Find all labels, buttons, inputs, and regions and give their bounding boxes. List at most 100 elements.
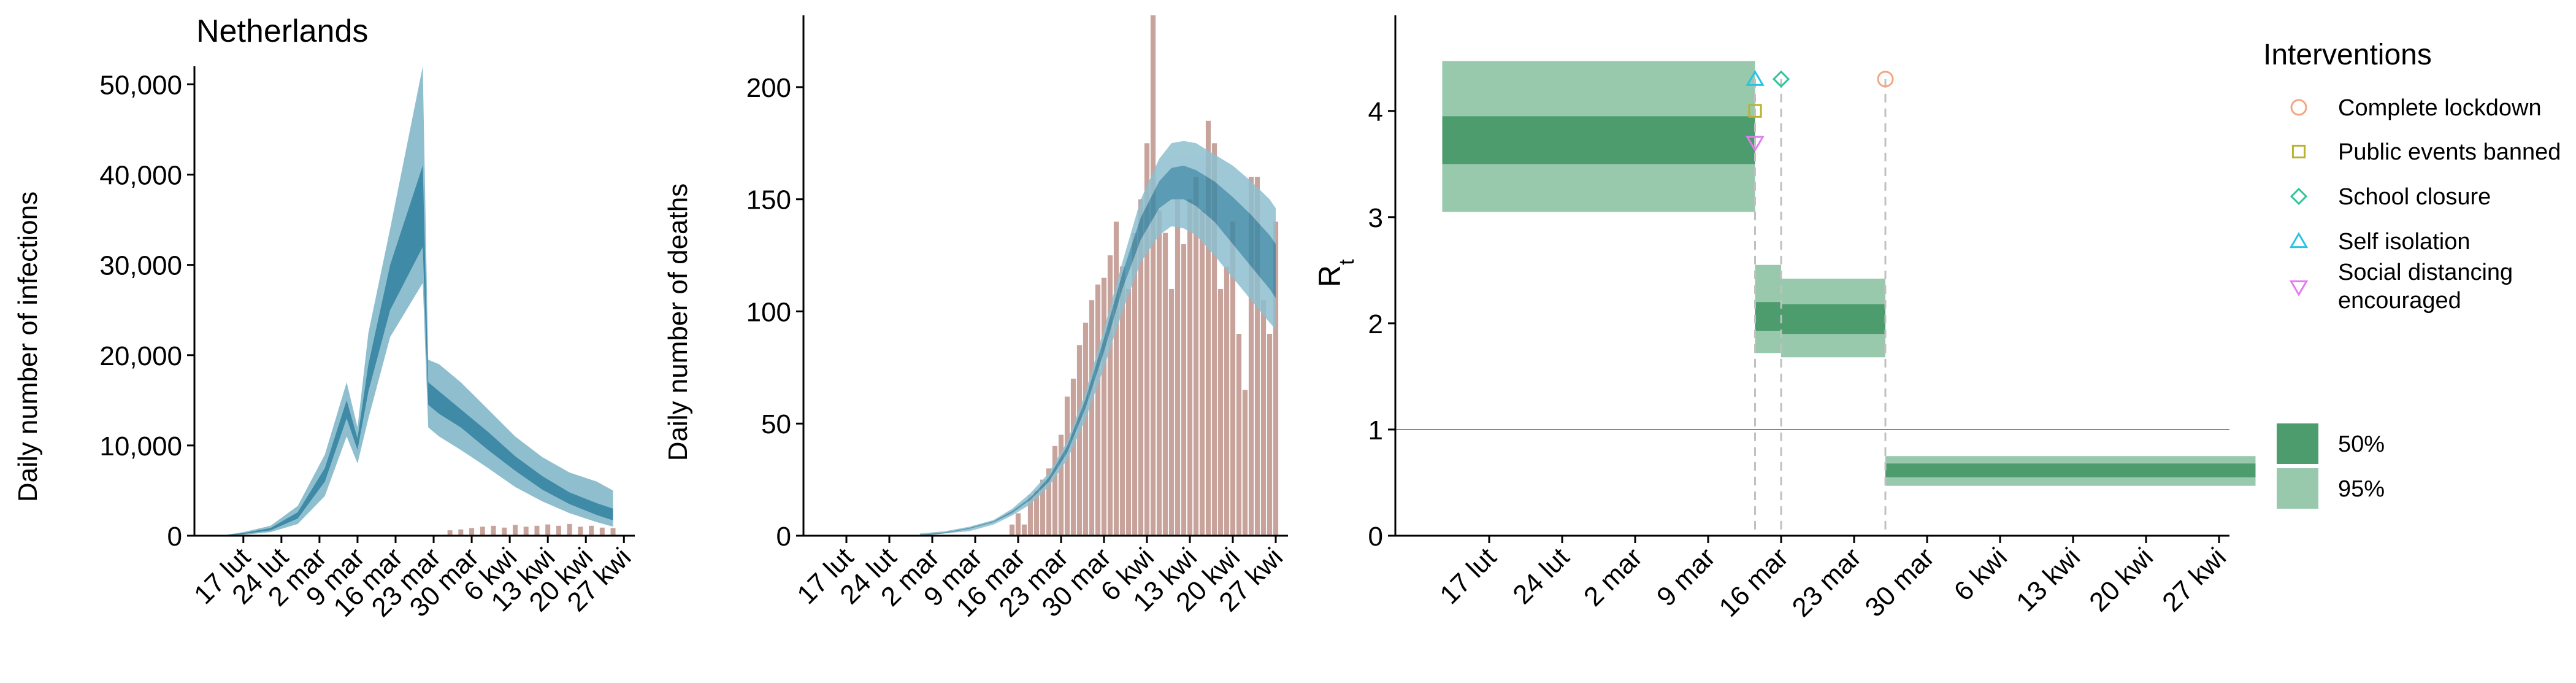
intervention-marker-school (1772, 70, 1790, 88)
y-tick-label: 200 (746, 73, 791, 103)
y-tick-label: 40,000 (99, 161, 182, 191)
y-axis-label: Rt (1313, 259, 1359, 287)
y-tick-label: 30,000 (99, 251, 182, 281)
y-tick-label: 10,000 (99, 431, 182, 461)
observed-bar (1217, 288, 1224, 536)
observed-bar (1230, 222, 1236, 536)
intervention-marker-self (1746, 69, 1765, 86)
legend-marker-social (2289, 280, 2309, 296)
legend-label: School closure (2338, 184, 2491, 210)
legend-marker-public (2291, 144, 2306, 159)
observed-bar (1181, 244, 1187, 536)
legend-swatch (2277, 423, 2318, 464)
y-tick-label: 2 (1368, 309, 1383, 339)
observed-bar (458, 529, 464, 536)
legend-title: Interventions (2263, 39, 2432, 71)
y-axis-label: Daily number of infections (13, 191, 43, 502)
observed-bar (1058, 434, 1064, 536)
observed-bar (447, 530, 453, 536)
legend-label-line2: encouraged (2338, 288, 2461, 314)
y-tick-label: 0 (1368, 522, 1383, 552)
x-tick-label: 13 kwi (2011, 542, 2086, 617)
observed-bar (599, 527, 605, 536)
observed-bar (1267, 334, 1273, 536)
observed-bar (1101, 277, 1107, 536)
rt-50-band (1442, 116, 1755, 164)
observed-bar (1254, 177, 1260, 536)
observed-bar (1224, 266, 1230, 536)
observed-bar (1070, 379, 1076, 536)
observed-bar (1273, 222, 1279, 536)
x-tick-label: 6 kwi (1949, 542, 2014, 607)
ci-50-band (221, 165, 613, 536)
legend: Interventions Complete lockdown Public ev… (2263, 39, 2561, 509)
observed-bar (1144, 143, 1150, 536)
legend-swatch (2277, 468, 2318, 509)
observed-bar (1033, 490, 1040, 536)
intervention-marker-public (1748, 104, 1762, 118)
ci-bands (920, 141, 1276, 536)
y-tick-label: 0 (776, 522, 791, 552)
observed-bar (1107, 255, 1113, 536)
y-tick-label: 100 (746, 297, 791, 327)
observed-bar (1083, 322, 1089, 536)
observed-bar (1187, 199, 1193, 536)
legend-band-label: 95% (2338, 476, 2385, 502)
observed-bar (523, 527, 529, 536)
ci-95-band (221, 66, 613, 536)
ci-95-band (920, 141, 1276, 536)
legend-label: Complete lockdown (2338, 95, 2542, 121)
rt-50-band (1885, 463, 2256, 477)
observed-bar (1021, 524, 1027, 536)
y-axis-label-sub: t (1335, 259, 1359, 265)
observed-bar (1156, 210, 1162, 536)
observed-bar (1040, 479, 1046, 536)
observed-bar (1236, 334, 1242, 536)
x-tick-label: 16 mar (1714, 542, 1794, 622)
panel-title: Netherlands (196, 14, 368, 49)
y-tick-label: 4 (1368, 97, 1383, 127)
legend-marker-school (2290, 187, 2308, 206)
observed-bar (567, 523, 572, 536)
intervention-marker-lockdown (1877, 71, 1894, 88)
legend-band-label: 50% (2338, 431, 2385, 457)
observed-bar (1095, 284, 1101, 536)
observed-bar (1242, 390, 1248, 536)
x-tick-label: 2 mar (1578, 542, 1648, 612)
observed-bar (502, 527, 507, 536)
observed-bar (491, 525, 496, 536)
intervention-marker-social (1746, 136, 1765, 152)
rt-50-band (1781, 304, 1885, 334)
y-tick-label: 150 (746, 185, 791, 215)
observed-bar (545, 524, 551, 536)
observed-bar (1009, 524, 1015, 536)
x-tick-label: 30 mar (1860, 542, 1940, 622)
observed-bar (589, 525, 594, 536)
x-tick-label: 9 mar (1651, 542, 1721, 612)
x-tick-label: 24 lut (1507, 542, 1575, 610)
observed-bar (1064, 396, 1070, 536)
observed-bar (556, 525, 561, 536)
observed-bar (1089, 300, 1095, 536)
observed-bar (1199, 210, 1205, 536)
observed-bar (1175, 199, 1181, 536)
observed-bar (1162, 233, 1168, 536)
observed-bar (1113, 222, 1119, 536)
x-tick-label: 17 lut (1434, 542, 1502, 610)
observed-bar (1168, 288, 1175, 536)
observed-bar (578, 527, 583, 536)
x-tick-label: 27 kwi (2156, 542, 2232, 617)
observed-bar (1248, 177, 1254, 536)
x-tick-label: 20 kwi (2083, 542, 2159, 617)
observed-bar (1132, 233, 1138, 536)
y-tick-label: 20,000 (99, 341, 182, 371)
observed-bar (1076, 345, 1083, 536)
infections-panel: Netherlands Daily number of infections 0… (13, 14, 637, 623)
legend-label: Self isolation (2338, 229, 2470, 255)
y-tick-label: 50,000 (99, 70, 182, 100)
observed-bar (1205, 120, 1211, 536)
observed-bar (469, 528, 475, 536)
x-tick-label: 23 mar (1787, 542, 1867, 622)
